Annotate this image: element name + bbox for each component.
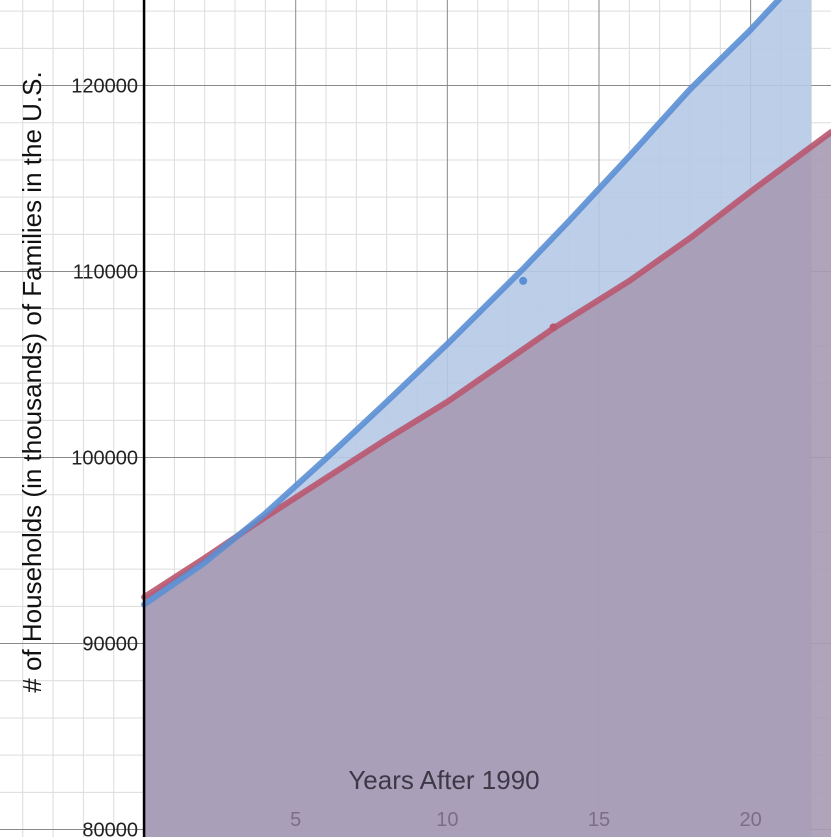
series-1-point	[519, 276, 528, 285]
series-2-point	[549, 323, 558, 332]
series-areas	[144, 0, 831, 837]
series-1-line	[141, 0, 783, 608]
y-tick-label: 120000	[71, 76, 138, 98]
x-axis-title: Years After 1990	[348, 765, 539, 795]
x-tick-label: 10	[436, 809, 458, 831]
x-tick-label: 20	[740, 809, 762, 831]
x-tick-label: 15	[588, 809, 610, 831]
y-axis-title: # of Households (in thousands) of Famili…	[17, 71, 47, 692]
y-tick-label: 90000	[82, 634, 138, 656]
y-tick-label: 100000	[71, 448, 138, 470]
y-tick-labels: 80000 90000 100000 110000 120000	[71, 76, 138, 837]
series-2-area	[144, 132, 831, 837]
y-tick-label: 110000	[73, 262, 138, 284]
series-lines	[141, 0, 831, 608]
y-tick-label: 80000	[82, 820, 138, 837]
x-tick-labels: 5 10 15 20	[290, 809, 762, 831]
x-tick-label: 5	[290, 809, 301, 831]
